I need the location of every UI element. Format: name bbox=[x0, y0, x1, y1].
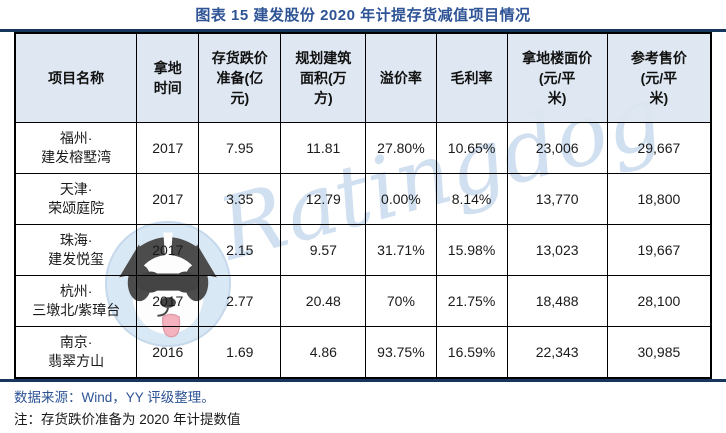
value-cell: 0.00% bbox=[365, 173, 437, 225]
value-cell: 18,488 bbox=[506, 275, 608, 327]
figure-title: 图表 15 建发股份 2020 年计提存货减值项目情况 bbox=[195, 7, 531, 24]
value-cell: 19,667 bbox=[606, 224, 712, 276]
value-cell: 70% bbox=[365, 275, 437, 327]
value-cell: 28,100 bbox=[606, 275, 712, 327]
value-cell: 22,343 bbox=[506, 326, 608, 379]
value-cell: 18,800 bbox=[606, 173, 712, 225]
column-header: 存货跌价 准备(亿 元) bbox=[198, 32, 282, 123]
value-cell: 2016 bbox=[136, 326, 200, 379]
table-row: 天津· 荣颂庭院 2017 3.35 12.79 0.00% 8.14% 13,770 18,… bbox=[14, 173, 712, 225]
column-header: 参考售价 (元/平 米) bbox=[606, 32, 712, 123]
table-row: 福州· 建发榕墅湾 2017 7.95 11.81 27.80% 10.65% 23,006… bbox=[14, 122, 712, 174]
value-cell: 30,985 bbox=[606, 326, 712, 379]
value-cell: 27.80% bbox=[365, 122, 437, 174]
value-cell: 20.48 bbox=[280, 275, 367, 327]
data-source-note: 数据来源：Wind，YY 评级整理。 bbox=[14, 390, 215, 405]
value-cell: 10.65% bbox=[435, 122, 508, 174]
project-name-cell: 天津· 荣颂庭院 bbox=[14, 173, 138, 225]
value-cell: 29,667 bbox=[606, 122, 712, 174]
value-cell: 3.35 bbox=[198, 173, 282, 225]
project-name-cell: 南京· 翡翠方山 bbox=[14, 326, 138, 379]
impairment-table-wrap: 项目名称 拿地 时间 存货跌价 准备(亿 元) 规划建筑 面积(万 方) 溢价率 毛利率拿… bbox=[14, 32, 712, 379]
project-name-cell: 杭州· 三墩北/紫璋台 bbox=[14, 275, 138, 327]
value-cell: 2017 bbox=[136, 173, 200, 225]
table-body: 福州· 建发榕墅湾 2017 7.95 11.81 27.80% 10.65% 23,006… bbox=[14, 122, 712, 379]
column-header: 规划建筑 面积(万 方) bbox=[280, 32, 367, 123]
value-cell: 1.69 bbox=[198, 326, 282, 379]
value-cell: 21.75% bbox=[435, 275, 508, 327]
value-cell: 2.15 bbox=[198, 224, 282, 276]
value-cell: 2017 bbox=[136, 122, 200, 174]
table-row: 珠海· 建发悦玺 2017 2.15 9.57 31.71% 15.98% 13,023 19… bbox=[14, 224, 712, 276]
value-cell: 7.95 bbox=[198, 122, 282, 174]
value-cell: 2.77 bbox=[198, 275, 282, 327]
value-cell: 23,006 bbox=[506, 122, 608, 174]
footnote: 注：存货跌价准备为 2020 年计提数值 bbox=[14, 412, 241, 427]
column-header: 拿地 时间 bbox=[136, 32, 200, 123]
value-cell: 11.81 bbox=[280, 122, 367, 174]
figure-footer: 数据来源：Wind，YY 评级整理。 注：存货跌价准备为 2020 年计提数值 bbox=[14, 382, 726, 431]
column-header: 项目名称 bbox=[14, 32, 138, 123]
value-cell: 13,023 bbox=[506, 224, 608, 276]
column-header: 拿地楼面价 (元/平 米) bbox=[506, 32, 608, 123]
top-divider-rule bbox=[0, 29, 726, 32]
column-header: 溢价率 bbox=[365, 32, 437, 123]
table-header-row: 项目名称 拿地 时间 存货跌价 准备(亿 元) 规划建筑 面积(万 方) 溢价率 毛利率拿… bbox=[14, 32, 712, 123]
project-name-cell: 福州· 建发榕墅湾 bbox=[14, 122, 138, 174]
value-cell: 9.57 bbox=[280, 224, 367, 276]
value-cell: 12.79 bbox=[280, 173, 367, 225]
table-row: 南京· 翡翠方山 2016 1.69 4.86 93.75% 16.59% 22,343 30… bbox=[14, 326, 712, 379]
value-cell: 2017 bbox=[136, 275, 200, 327]
value-cell: 2017 bbox=[136, 224, 200, 276]
value-cell: 8.14% bbox=[435, 173, 508, 225]
value-cell: 13,770 bbox=[506, 173, 608, 225]
bottom-divider-rule bbox=[0, 379, 726, 382]
value-cell: 4.86 bbox=[280, 326, 367, 379]
value-cell: 16.59% bbox=[435, 326, 508, 379]
value-cell: 31.71% bbox=[365, 224, 437, 276]
impairment-table: 项目名称 拿地 时间 存货跌价 准备(亿 元) 规划建筑 面积(万 方) 溢价率 毛利率拿… bbox=[14, 32, 712, 379]
value-cell: 93.75% bbox=[365, 326, 437, 379]
project-name-cell: 珠海· 建发悦玺 bbox=[14, 224, 138, 276]
table-row: 杭州· 三墩北/紫璋台 2017 2.77 20.48 70% 21.75% 18,488 2… bbox=[14, 275, 712, 327]
column-header: 毛利率 bbox=[435, 32, 508, 123]
value-cell: 15.98% bbox=[435, 224, 508, 276]
